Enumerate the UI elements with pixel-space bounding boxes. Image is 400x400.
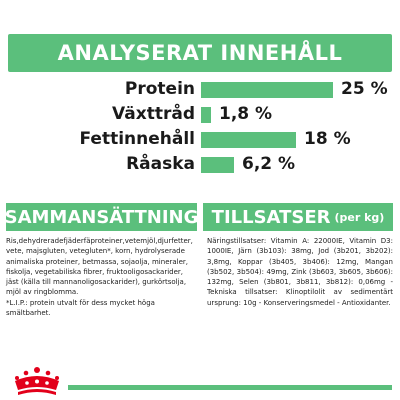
nutrient-value-r-aska: 6,2 % — [242, 154, 296, 174]
composition-title: SAMMANSÄTTNING — [4, 206, 199, 228]
nutrient-value-protein: 25 % — [341, 79, 388, 99]
royal-canin-crown-logo-icon — [15, 367, 59, 395]
nutrient-label-r-aska: Råaska — [126, 154, 195, 174]
nutrient-label-protein: Protein — [124, 79, 195, 99]
nutrient-bar-v-xttr-d — [201, 107, 211, 123]
nutrient-value-v-xttr-d: 1,8 % — [219, 104, 273, 124]
nutrient-bar-protein — [201, 82, 333, 98]
nutrient-label-fettinneh-ll: Fettinnehåll — [79, 129, 196, 149]
additives-subtitle: (per kg) — [334, 210, 385, 224]
additives-header: TILLSATSER (per kg) — [203, 203, 393, 231]
composition-text-block: Ris,dehydreradefjäderfäproteiner,vetemjö… — [6, 236, 196, 318]
composition-note: *L.I.P.: protein utvalt för dess mycket … — [6, 298, 155, 318]
additives-text: Näringstillsatser: Vitamin A: 22000IE, V… — [207, 237, 393, 307]
nutrient-bar-r-aska — [201, 157, 234, 173]
footer-divider — [68, 385, 392, 390]
nutrient-label-v-xttr-d: Växttråd — [112, 104, 195, 124]
composition-header: SAMMANSÄTTNING — [4, 203, 199, 231]
nutrient-value-fettinneh-ll: 18 % — [304, 129, 351, 149]
composition-text: Ris,dehydreradefjäderfäproteiner,vetemjö… — [6, 237, 193, 297]
analysis-header: ANALYSERAT INNEHÅLL — [8, 34, 392, 72]
nutrient-bar-fettinneh-ll — [201, 132, 296, 148]
additives-title: TILLSATSER — [211, 206, 331, 228]
analysis-title: ANALYSERAT INNEHÅLL — [57, 41, 343, 65]
